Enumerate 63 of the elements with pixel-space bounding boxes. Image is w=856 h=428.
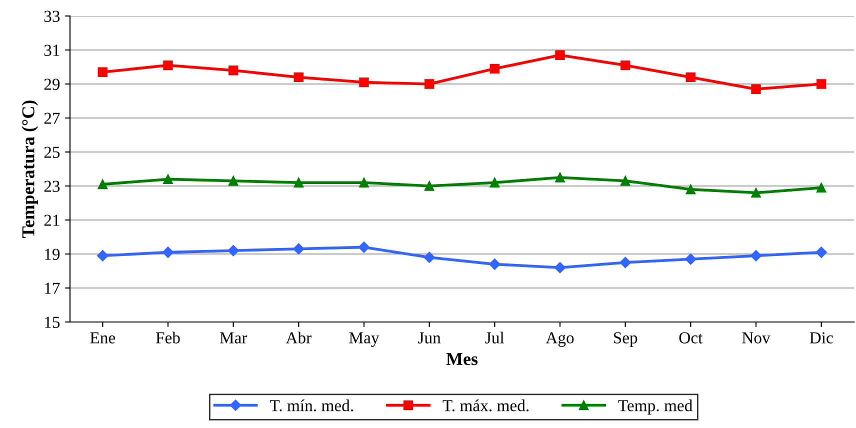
x-tick-label: Nov (742, 332, 770, 344)
point (228, 176, 238, 186)
point (98, 179, 108, 190)
point (358, 242, 370, 253)
point (620, 60, 630, 70)
point (489, 258, 500, 270)
point (424, 79, 434, 89)
x-tick-label: Feb (156, 332, 180, 344)
x-tick-label: Ago (546, 332, 574, 347)
point (816, 246, 827, 258)
point (490, 64, 500, 74)
point (816, 182, 826, 193)
y-tick-label: 31 (44, 44, 60, 56)
point (555, 172, 565, 182)
point (163, 174, 173, 184)
point (97, 250, 108, 262)
point (555, 50, 565, 60)
legend-label: Temp. med (618, 400, 692, 415)
y-tick-label: 33 (44, 10, 60, 22)
point (750, 250, 762, 262)
point (293, 243, 304, 255)
point (294, 178, 304, 188)
y-tick-label: 27 (44, 112, 60, 124)
point (686, 72, 696, 82)
point (163, 60, 173, 70)
y-tick-label: 17 (45, 282, 60, 294)
x-tick-label: Mar (220, 332, 248, 344)
point (359, 77, 369, 88)
x-tick-label: Jul (485, 332, 504, 344)
x-tick-label: Dic (810, 332, 833, 344)
y-tick-label: 19 (45, 248, 60, 260)
y-tick-label: 21 (44, 214, 60, 226)
point (490, 178, 500, 188)
legend-label: T. mín. med. (270, 400, 353, 412)
point (228, 244, 239, 256)
point (162, 246, 174, 258)
point (751, 188, 761, 198)
point (816, 79, 826, 89)
y-tick-label: 15 (45, 316, 60, 328)
point (424, 252, 435, 264)
y-tick-label: 23 (44, 180, 60, 192)
y-tick-label: 29 (44, 78, 60, 90)
y-tick-label: 25 (44, 146, 60, 158)
point (620, 256, 631, 268)
x-tick-label: Abr (286, 332, 312, 344)
x-tick-label: May (349, 332, 380, 347)
point (751, 84, 761, 94)
point (686, 184, 696, 194)
x-tick-label: Oct (679, 332, 703, 344)
point (98, 67, 108, 77)
point (228, 66, 238, 76)
legend-label: T. máx. med. (442, 400, 529, 412)
x-axis-title: Mes (446, 353, 478, 366)
y-axis-title: Temperatura (°C) (22, 100, 38, 238)
x-tick-label: Jun (418, 332, 441, 344)
point (685, 253, 696, 265)
x-tick-label: Sep (614, 332, 638, 347)
point (424, 181, 434, 191)
point (294, 72, 304, 82)
x-tick-label: Ene (90, 332, 116, 344)
point (620, 176, 630, 186)
point (359, 178, 369, 188)
point (554, 262, 566, 274)
